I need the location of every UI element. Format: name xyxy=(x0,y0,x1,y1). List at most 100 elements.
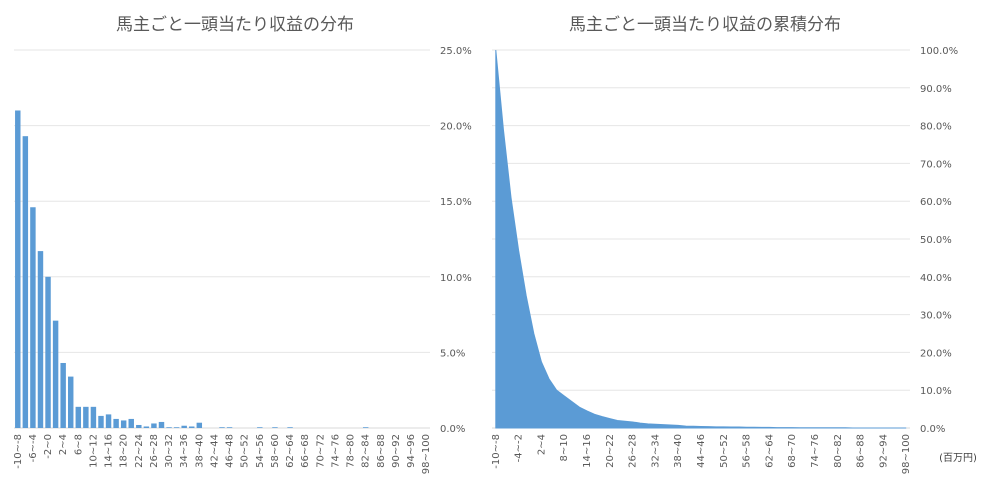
x-tick-label: 32~34 xyxy=(650,434,661,468)
bar xyxy=(120,420,127,428)
x-tick-label: 42~44 xyxy=(209,434,220,468)
y-tick-label: 20.0% xyxy=(440,122,472,133)
bar xyxy=(45,276,51,428)
y-tick-label: 10.0% xyxy=(920,386,952,397)
bar xyxy=(37,251,44,428)
bar xyxy=(173,427,180,428)
chart-1-y-ticks: 0.0% 5.0% 10.0% 15.0% 20.0% 25.0% xyxy=(440,46,472,435)
y-tick-label: 20.0% xyxy=(920,348,952,359)
chart-2-gridlines xyxy=(492,49,910,429)
y-tick-label: 5.0% xyxy=(440,348,465,359)
bar xyxy=(143,426,150,428)
x-tick-label: 22~24 xyxy=(134,434,145,468)
bar xyxy=(128,418,134,428)
x-tick-label: 80~82 xyxy=(833,434,844,468)
chart-2: 馬主ごと一頭当たり収益の累積分布 0.0% 10.0% 20.0% 30.0% 40.0… xyxy=(491,15,958,474)
chart-1: 馬主ごと一頭当たり収益の分布 0.0% 5.0% 10.0% 15.0% 20.0% 25… xyxy=(13,15,472,474)
bar xyxy=(52,320,59,428)
y-tick-label: 50.0% xyxy=(920,235,952,246)
area-fill xyxy=(495,49,907,429)
y-tick-label: 70.0% xyxy=(920,159,952,170)
bar xyxy=(189,426,195,428)
chart-2-y-ticks: 0.0% 10.0% 20.0% 30.0% 40.0% 50.0% 60.0% 70.0% 8… xyxy=(920,46,958,435)
y-tick-label: 10.0% xyxy=(440,273,472,284)
unit-label: (百万円) xyxy=(939,452,977,464)
x-tick-label: 54~56 xyxy=(255,434,266,468)
x-tick-label: 92~94 xyxy=(878,434,889,468)
x-tick-label: 14~16 xyxy=(104,434,115,468)
x-tick-label: 34~36 xyxy=(179,434,190,468)
chart-2-x-ticks: -10~-8 -4~-2 2~4 8~10 14~16 20~22 26~28 32~34 38… xyxy=(491,434,912,474)
x-tick-label: -2~0 xyxy=(43,434,54,459)
bar xyxy=(226,427,233,428)
y-tick-label: 0.0% xyxy=(440,424,465,435)
bar xyxy=(60,362,66,428)
x-tick-label: 86~88 xyxy=(376,434,387,468)
x-tick-label: 50~52 xyxy=(719,434,730,468)
bar xyxy=(98,415,104,428)
bar xyxy=(83,406,89,428)
bar xyxy=(90,406,97,428)
x-tick-label: 50~52 xyxy=(240,434,251,468)
x-tick-label: 66~68 xyxy=(300,434,311,468)
x-tick-label: -6~-4 xyxy=(28,434,39,462)
y-tick-label: 30.0% xyxy=(920,311,952,322)
chart-2-title: 馬主ごと一頭当たり収益の累積分布 xyxy=(569,15,841,35)
x-tick-label: 70~72 xyxy=(315,434,326,468)
chart-1-x-ticks: -10~-8 -6~-4 -2~0 2~4 6~8 10~12 14~16 18~20 22~2… xyxy=(13,434,432,474)
x-tick-label: 62~64 xyxy=(285,434,296,468)
x-tick-label: 10~12 xyxy=(88,434,99,468)
bar xyxy=(22,136,29,428)
y-tick-label: 0.0% xyxy=(920,424,945,435)
x-tick-label: 18~20 xyxy=(119,434,130,468)
x-tick-label: 86~88 xyxy=(856,434,867,468)
y-tick-label: 90.0% xyxy=(920,84,952,95)
bar xyxy=(219,427,225,428)
bar xyxy=(15,110,21,428)
x-tick-label: 30~32 xyxy=(164,434,175,468)
x-tick-label: 58~60 xyxy=(270,434,281,468)
x-tick-label: -10~-8 xyxy=(13,434,24,469)
x-tick-label: 2~4 xyxy=(58,434,69,455)
bar xyxy=(196,422,203,428)
bar xyxy=(257,427,263,428)
y-tick-label: 60.0% xyxy=(920,197,952,208)
x-tick-label: 90~92 xyxy=(391,434,402,468)
x-tick-label: 44~46 xyxy=(696,434,707,468)
x-tick-label: 62~64 xyxy=(764,434,775,468)
x-tick-label: -10~-8 xyxy=(491,434,502,469)
x-tick-label: 26~28 xyxy=(149,434,160,468)
x-tick-label: 2~4 xyxy=(536,434,547,455)
x-tick-label: 98~100 xyxy=(421,434,432,474)
y-tick-label: 15.0% xyxy=(440,197,472,208)
bar xyxy=(272,427,278,428)
y-tick-label: 25.0% xyxy=(440,46,472,57)
bar xyxy=(75,406,82,428)
bar xyxy=(136,424,142,428)
chart-1-title: 馬主ごと一頭当たり収益の分布 xyxy=(116,15,354,35)
x-tick-label: 38~40 xyxy=(673,434,684,468)
x-tick-label: 14~16 xyxy=(582,434,593,468)
x-tick-label: 6~8 xyxy=(73,434,84,455)
x-tick-label: 56~58 xyxy=(742,434,753,468)
x-tick-label: 68~70 xyxy=(787,434,798,468)
bar xyxy=(151,423,157,428)
x-tick-label: 78~80 xyxy=(346,434,357,468)
x-tick-label: 26~28 xyxy=(628,434,639,468)
bar xyxy=(158,421,165,428)
bar xyxy=(105,414,112,428)
x-tick-label: 82~84 xyxy=(361,434,372,468)
x-tick-label: 74~76 xyxy=(810,434,821,468)
y-tick-label: 100.0% xyxy=(920,46,958,57)
y-tick-label: 80.0% xyxy=(920,122,952,133)
x-tick-label: 98~100 xyxy=(901,434,912,474)
x-tick-label: 38~40 xyxy=(194,434,205,468)
x-tick-label: 46~48 xyxy=(225,434,236,468)
bar xyxy=(362,427,369,428)
y-tick-label: 40.0% xyxy=(920,273,952,284)
bar xyxy=(30,207,36,428)
chart-2-area xyxy=(495,49,907,429)
bar xyxy=(181,425,187,428)
x-tick-label: 74~76 xyxy=(330,434,341,468)
